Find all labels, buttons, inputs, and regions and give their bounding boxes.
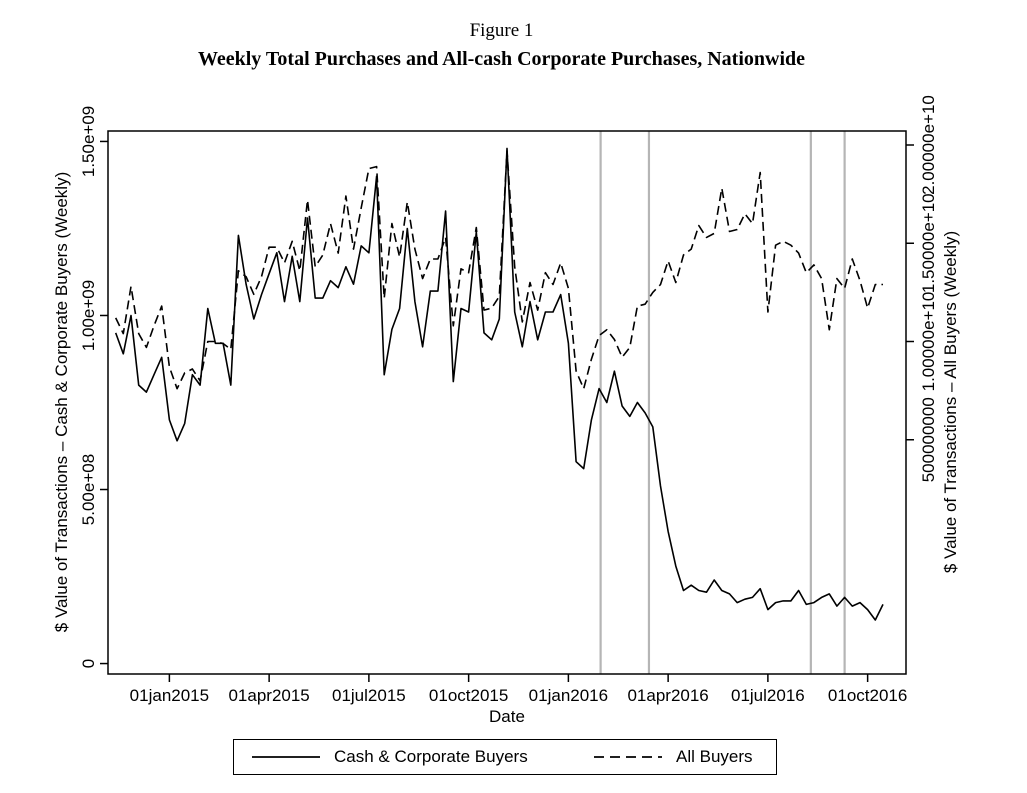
x-axis: 01jan2015 01apr2015 01jul2015 01oct2015 01ja… xyxy=(130,674,907,705)
y-right-tick-label: 500000000 xyxy=(919,397,938,482)
legend-dashed-line-icon xyxy=(594,756,662,758)
legend-label-cash-corporate: Cash & Corporate Buyers xyxy=(334,747,528,766)
y-right-tick-label: 2.00000e+10 xyxy=(919,95,938,195)
y-axis-right-label: $ Value of Transactions – All Buyers (We… xyxy=(941,231,960,573)
y-left-tick-label: 1.00e+09 xyxy=(79,280,98,351)
chart-title: Weekly Total Purchases and All-cash Corp… xyxy=(197,48,806,70)
x-tick-label: 01jul2015 xyxy=(332,686,406,705)
series-line-cash-corporate xyxy=(114,147,884,621)
x-tick-label: 01apr2015 xyxy=(228,686,309,705)
figure-label: Figure 1 xyxy=(469,20,534,41)
y-left-tick-label: 5.00e+08 xyxy=(79,454,98,525)
x-tick-label: 01apr2016 xyxy=(627,686,708,705)
x-tick-label: 01oct2015 xyxy=(429,686,508,705)
x-tick-label: 01jul2016 xyxy=(731,686,805,705)
x-tick-label: 01jan2015 xyxy=(130,686,209,705)
y-axis-left: 0 5.00e+08 1.00e+09 1.50e+09 xyxy=(79,106,108,668)
y-left-tick-label: 1.50e+09 xyxy=(79,106,98,177)
series-layer xyxy=(114,147,884,621)
legend: Cash & Corporate Buyers All Buyers xyxy=(233,739,777,775)
legend-solid-line-icon xyxy=(252,756,320,758)
y-axis-right: 500000000 1.00000e+101.50000e+102.00000e+… xyxy=(906,95,938,482)
y-right-tick-label: 1.50000e+10 xyxy=(919,193,938,293)
legend-label-all-buyers: All Buyers xyxy=(676,747,753,766)
y-right-tick-label: 1.00000e+10 xyxy=(919,292,938,392)
plot-frame xyxy=(107,130,907,675)
legend-item-all-buyers: All Buyers xyxy=(594,740,753,774)
legend-item-cash-corporate: Cash & Corporate Buyers xyxy=(252,740,528,774)
vertical-reference-lines xyxy=(599,131,846,674)
y-left-tick-label: 0 xyxy=(79,659,98,668)
x-axis-label: Date xyxy=(489,707,525,726)
x-tick-label: 01jan2016 xyxy=(529,686,608,705)
x-tick-label: 01oct2016 xyxy=(828,686,907,705)
y-axis-left-label: $ Value of Transactions – Cash & Corpora… xyxy=(52,172,71,632)
series-line-all-buyers xyxy=(114,150,883,390)
